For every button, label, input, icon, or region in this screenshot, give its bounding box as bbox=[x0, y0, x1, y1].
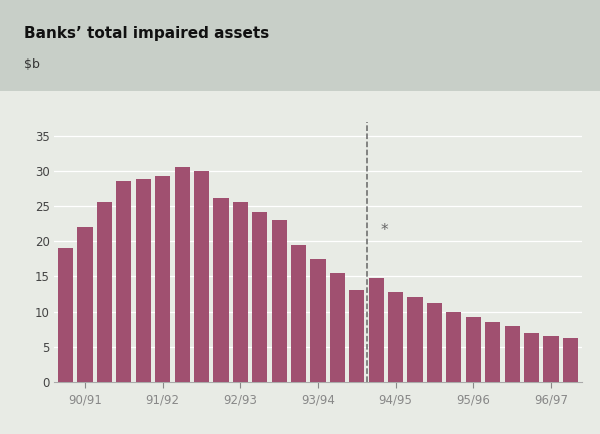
Bar bbox=[485, 322, 500, 382]
Text: $b: $b bbox=[24, 58, 40, 71]
Bar bbox=[97, 202, 112, 382]
Bar bbox=[233, 202, 248, 382]
Bar bbox=[407, 297, 422, 382]
Bar bbox=[524, 332, 539, 382]
Bar bbox=[310, 259, 326, 382]
Bar bbox=[563, 338, 578, 382]
Bar bbox=[214, 197, 229, 382]
Bar bbox=[291, 245, 306, 382]
Text: Banks’ total impaired assets: Banks’ total impaired assets bbox=[24, 26, 269, 40]
Bar bbox=[136, 179, 151, 382]
Bar bbox=[194, 171, 209, 382]
Bar bbox=[175, 167, 190, 382]
Bar bbox=[368, 278, 384, 382]
Bar bbox=[330, 273, 345, 382]
Bar bbox=[349, 290, 364, 382]
Bar bbox=[505, 326, 520, 382]
Bar bbox=[388, 292, 403, 382]
Bar bbox=[155, 176, 170, 382]
Bar bbox=[466, 317, 481, 382]
Bar bbox=[116, 181, 131, 382]
Text: *: * bbox=[380, 223, 388, 238]
Bar bbox=[272, 220, 287, 382]
Bar bbox=[58, 248, 73, 382]
Bar bbox=[544, 336, 559, 382]
Bar bbox=[446, 312, 461, 382]
Bar bbox=[77, 227, 92, 382]
Bar bbox=[427, 303, 442, 382]
Bar bbox=[252, 212, 268, 382]
